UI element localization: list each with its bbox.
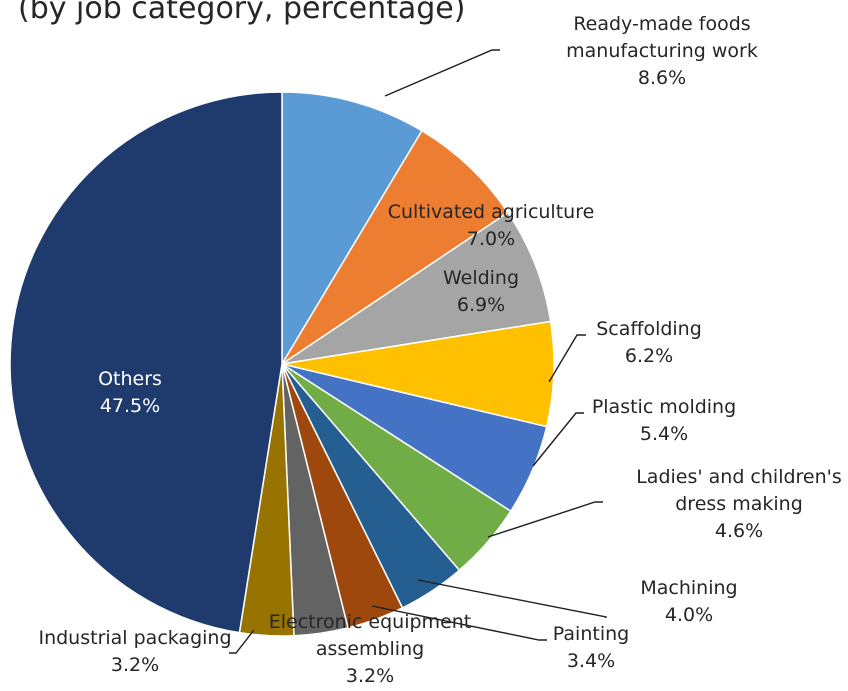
category-label-welding: Welding — [443, 267, 519, 289]
data-label-ladies-and-children-s-dress-making: Ladies' and children's dress making 4.6% — [636, 466, 842, 542]
data-label-plastic-molding: Plastic molding 5.4% — [592, 396, 736, 445]
value-label-cultivated-agriculture: 7.0% — [467, 228, 515, 250]
value-label-electronic-equipment-assembling: 3.2% — [346, 665, 394, 687]
data-label-electronic-equipment-assembling: Electronic equipment assembling 3.2% — [269, 611, 472, 687]
chart-title: (by job category, percentage) — [18, 0, 465, 26]
category-label-scaffolding: Scaffolding — [596, 318, 702, 340]
data-label-machining: Machining 4.0% — [640, 577, 737, 626]
value-label-ready-made-foods-manufacturing-work: 8.6% — [638, 67, 686, 89]
leader-line-scaffolding — [548, 334, 586, 383]
category-label-ladies-and-children-s-dress-making: Ladies' and children's — [636, 466, 842, 488]
leader-line-industrial-packaging — [229, 629, 255, 654]
category-label-industrial-packaging: Industrial packaging — [38, 627, 231, 649]
category-label-others: Others — [98, 368, 162, 390]
value-label-welding: 6.9% — [457, 294, 505, 316]
category-label-ladies-and-children-s-dress-making: dress making — [675, 493, 803, 515]
data-label-painting: Painting 3.4% — [553, 623, 629, 672]
pie-slices — [9, 91, 555, 637]
chart-title-text: (by job category, percentage) — [18, 0, 465, 26]
data-label-scaffolding: Scaffolding 6.2% — [596, 318, 702, 367]
pie-slice-cultivated-agriculture — [281, 129, 509, 365]
leader-line-machining — [417, 579, 607, 618]
category-label-machining: Machining — [640, 577, 737, 599]
value-label-others: 47.5% — [100, 395, 160, 417]
value-label-ladies-and-children-s-dress-making: 4.6% — [715, 520, 763, 542]
value-label-painting: 3.4% — [567, 650, 615, 672]
leader-line-ready-made-foods-manufacturing-work — [384, 49, 500, 97]
value-label-machining: 4.0% — [665, 604, 713, 626]
pie-slice-others — [9, 91, 283, 634]
category-label-electronic-equipment-assembling: Electronic equipment — [269, 611, 472, 633]
leader-line-ladies-and-children-s-dress-making — [487, 501, 603, 538]
value-label-industrial-packaging: 3.2% — [111, 654, 159, 676]
category-label-electronic-equipment-assembling: assembling — [316, 638, 424, 660]
category-label-ready-made-foods-manufacturing-work: manufacturing work — [566, 40, 758, 62]
category-label-ready-made-foods-manufacturing-work: Ready-made foods — [573, 13, 750, 35]
leader-lines — [229, 49, 607, 654]
data-label-others: Others 47.5% — [98, 368, 162, 417]
category-label-painting: Painting — [553, 623, 629, 645]
pie-slice-ready-made-foods-manufacturing-work — [281, 91, 423, 367]
data-label-welding: Welding 6.9% — [443, 267, 519, 316]
slice-labels: Ready-made foods manufacturing work 8.6% Cu… — [38, 13, 841, 687]
category-label-plastic-molding: Plastic molding — [592, 396, 736, 418]
value-label-scaffolding: 6.2% — [625, 345, 673, 367]
data-label-industrial-packaging: Industrial packaging 3.2% — [38, 627, 231, 676]
value-label-plastic-molding: 5.4% — [640, 423, 688, 445]
data-label-cultivated-agriculture: Cultivated agriculture 7.0% — [388, 201, 595, 250]
leader-line-plastic-molding — [532, 412, 584, 467]
data-label-ready-made-foods-manufacturing-work: Ready-made foods manufacturing work 8.6% — [566, 13, 758, 89]
category-label-cultivated-agriculture: Cultivated agriculture — [388, 201, 595, 223]
pie-slice-welding — [281, 211, 552, 365]
leader-line-painting — [371, 605, 547, 641]
